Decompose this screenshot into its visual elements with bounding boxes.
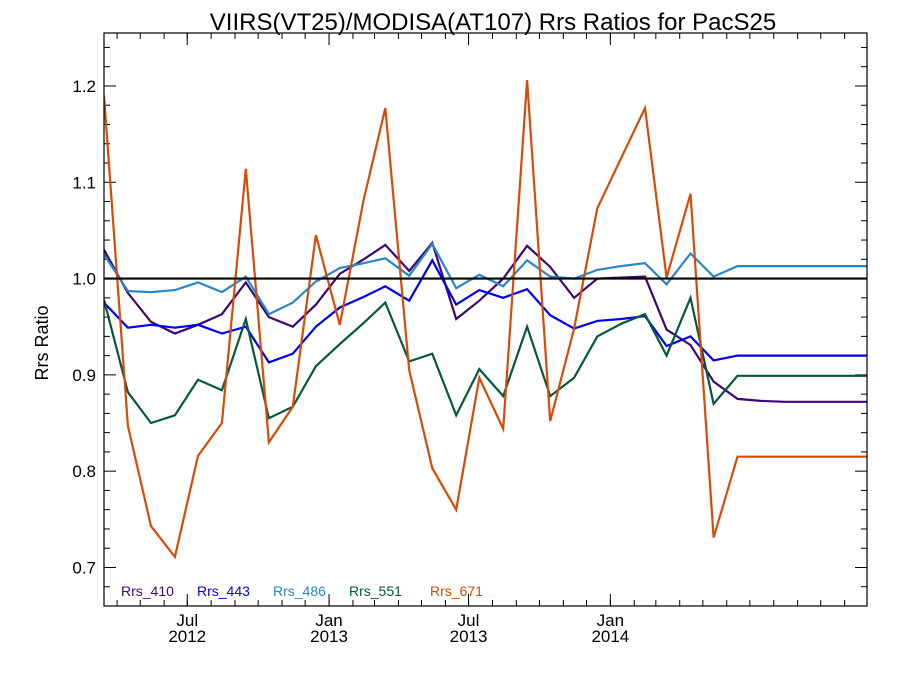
legend-item-rrs-443: Rrs_443: [197, 583, 250, 599]
x-tick-label-month: Jan: [315, 611, 342, 630]
legend-item-rrs-410: Rrs_410: [121, 583, 174, 599]
legend-item-rrs-671: Rrs_671: [430, 583, 483, 599]
chart-title: VIIRS(VT25)/MODISA(AT107) Rrs Ratios for…: [210, 9, 776, 36]
plot-area: 0.70.80.91.01.11.2Jul2012Jan2013Jul2013J…: [72, 32, 868, 646]
legend-item-rrs-551: Rrs_551: [349, 583, 402, 599]
y-tick-label: 1.1: [72, 173, 96, 192]
x-tick-label-year: 2012: [168, 627, 206, 646]
x-tick-label-year: 2013: [450, 627, 488, 646]
x-tick-label-month: Jul: [458, 611, 480, 630]
series-line-rrs-551: [104, 294, 867, 425]
y-axis-label: Rrs Ratio: [32, 305, 52, 380]
series-line-rrs-671: [104, 80, 867, 560]
x-tick-label-month: Jan: [597, 611, 624, 630]
y-tick-label: 1.0: [72, 270, 96, 289]
legend-item-rrs-486: Rrs_486: [273, 583, 326, 599]
x-tick-label-year: 2013: [310, 627, 348, 646]
y-tick-label: 0.8: [72, 462, 96, 481]
x-tick-label-month: Jul: [176, 611, 198, 630]
series-line-rrs-443: [104, 258, 867, 364]
y-tick-label: 0.9: [72, 366, 96, 385]
y-tick-label: 0.7: [72, 558, 96, 577]
x-tick-label-year: 2014: [591, 627, 629, 646]
plot-frame: [103, 32, 868, 607]
y-tick-label: 1.2: [72, 77, 96, 96]
